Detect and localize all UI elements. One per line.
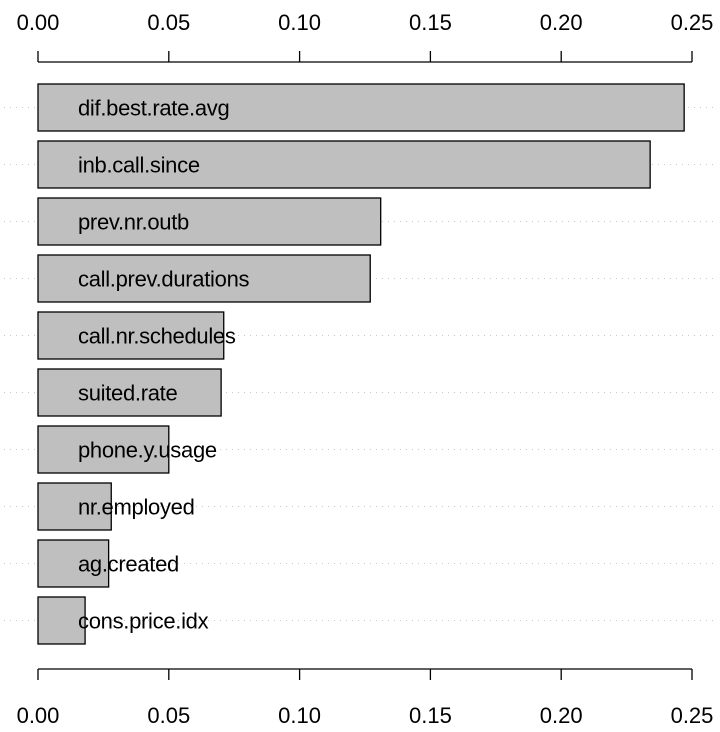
bars <box>37 83 685 645</box>
tick-label: 0.15 <box>409 10 452 35</box>
tick-label: 0.10 <box>278 703 321 728</box>
bar-prev-nr-outb <box>37 197 382 246</box>
bar-label: cons.price.idx <box>78 609 209 634</box>
tick-label: 0.00 <box>17 10 60 35</box>
tick-label: 0.25 <box>671 703 714 728</box>
bar-label: nr.employed <box>78 495 195 520</box>
bar-label: inb.call.since <box>78 153 200 178</box>
bar-call-prev-durations <box>37 254 371 303</box>
bar-label: suited.rate <box>78 381 177 406</box>
bar-cons-price-idx <box>37 596 86 645</box>
bar-suited-rate <box>37 368 222 417</box>
bar-ag-created <box>37 539 110 588</box>
tick-label: 0.05 <box>147 10 190 35</box>
bar-label: dif.best.rate.avg <box>78 96 229 121</box>
tick-label: 0.20 <box>540 10 583 35</box>
bar-phone-y-usage <box>37 425 170 474</box>
bar-label: phone.y.usage <box>78 438 217 463</box>
bar-label: call.nr.schedules <box>78 324 236 349</box>
bar-label: prev.nr.outb <box>78 210 189 235</box>
tick-label: 0.20 <box>540 703 583 728</box>
tick-label: 0.15 <box>409 703 452 728</box>
tick-label: 0.25 <box>671 10 714 35</box>
bar-dif-best-rate-avg <box>37 83 685 132</box>
tick-label: 0.00 <box>17 703 60 728</box>
bar-call-nr-schedules <box>37 311 225 360</box>
tick-label: 0.05 <box>147 703 190 728</box>
bar-labels: dif.best.rate.avg inb.call.since prev.nr.o… <box>78 96 250 634</box>
bar-nr-employed <box>37 482 112 531</box>
bar-inb-call-since <box>37 140 651 189</box>
tick-label: 0.10 <box>278 10 321 35</box>
top-axis: 0.00 0.05 0.10 0.15 0.20 0.25 <box>17 10 714 63</box>
bar-label: call.prev.durations <box>78 267 250 292</box>
bottom-axis: 0.00 0.05 0.10 0.15 0.20 0.25 <box>17 668 714 728</box>
bar-label: ag.created <box>78 552 179 577</box>
